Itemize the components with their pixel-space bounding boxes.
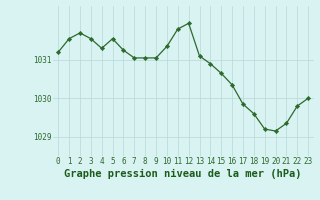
X-axis label: Graphe pression niveau de la mer (hPa): Graphe pression niveau de la mer (hPa) [64,169,302,179]
